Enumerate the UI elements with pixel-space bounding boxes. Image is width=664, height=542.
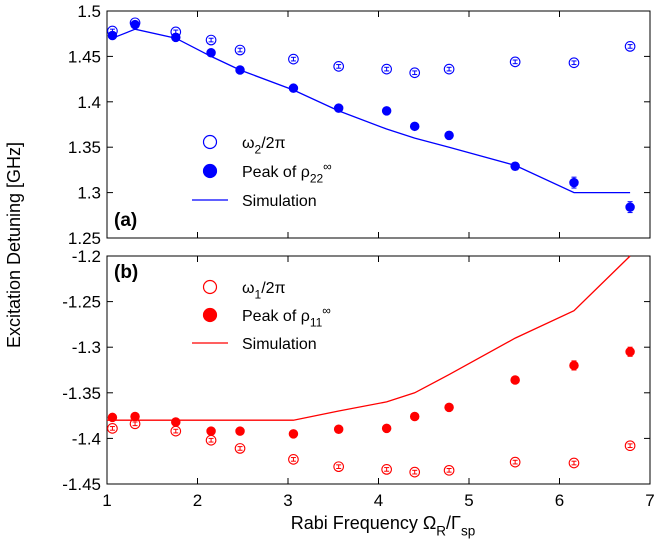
y-tick-label: 1.45 xyxy=(68,47,101,66)
x-tick-label: 1 xyxy=(102,491,111,510)
y-tick-label: -1.4 xyxy=(72,429,101,448)
data-point-open xyxy=(205,34,217,46)
data-point-filled xyxy=(569,177,579,188)
data-point-filled xyxy=(288,429,299,439)
label-part: 1 xyxy=(255,288,262,302)
data-point-open xyxy=(381,464,392,475)
data-point-open xyxy=(333,461,345,473)
label-part: Simulation xyxy=(242,193,317,210)
y-tick-label: 1.35 xyxy=(68,138,101,157)
data-point-open xyxy=(409,67,421,79)
data-point-filled xyxy=(409,121,420,132)
label-part: 11 xyxy=(310,316,323,330)
data-point-open xyxy=(288,454,299,465)
data-point-open xyxy=(509,456,521,468)
x-tick-label: 2 xyxy=(193,491,202,510)
label-part: Rabi Frequency Ω xyxy=(291,513,437,533)
x-tick-label: 5 xyxy=(464,491,473,510)
data-point-filled xyxy=(625,347,635,357)
data-point-filled xyxy=(409,411,420,422)
data-point-open xyxy=(443,464,455,476)
legend-marker-open xyxy=(202,279,218,295)
label-part: ω xyxy=(242,280,255,297)
legend-label: Peak of ρ22∞ xyxy=(242,160,332,186)
legend-label: ω1/2π xyxy=(242,280,286,302)
legend-label: ω2/2π xyxy=(242,135,286,157)
legend-marker-filled xyxy=(202,163,218,179)
y-tick-label: -1.45 xyxy=(62,475,101,494)
data-point-open xyxy=(381,63,392,75)
data-point-filled xyxy=(381,423,392,434)
data-point-filled xyxy=(171,417,181,427)
x-tick-label: 7 xyxy=(645,491,654,510)
y-tick-label: -1.2 xyxy=(72,247,101,266)
legend-label: Simulation xyxy=(242,193,317,210)
y-tick-label: -1.25 xyxy=(62,293,101,312)
data-point-filled xyxy=(444,402,454,413)
label-part: sp xyxy=(461,523,475,538)
data-point-filled xyxy=(444,130,454,141)
data-point-filled xyxy=(130,19,140,30)
data-point-open xyxy=(107,423,118,434)
data-point-filled xyxy=(569,360,579,371)
simulation-line xyxy=(107,255,631,421)
data-point-filled xyxy=(206,426,216,436)
data-point-filled xyxy=(381,106,392,116)
data-point-open xyxy=(234,44,246,56)
y-tick-label: 1.25 xyxy=(68,229,101,248)
data-point-filled xyxy=(107,30,118,41)
plot-frame xyxy=(106,255,651,485)
x-tick-label: 3 xyxy=(283,491,292,510)
y-tick-label: -1.35 xyxy=(62,384,101,403)
data-point-filled xyxy=(625,202,635,212)
data-point-filled xyxy=(107,412,118,423)
legend-label: Peak of ρ11∞ xyxy=(242,304,331,330)
data-point-filled xyxy=(130,411,140,422)
simulation-line xyxy=(112,28,631,194)
data-point-open xyxy=(409,466,421,478)
label-part: ∞ xyxy=(323,160,332,174)
y-tick-label: 1.4 xyxy=(77,93,101,112)
y-axis-label: Excitation Detuning [GHz] xyxy=(4,142,24,348)
label-part: R xyxy=(436,523,446,538)
data-point-filled xyxy=(333,424,344,435)
data-point-open xyxy=(288,53,299,65)
label-part: 2 xyxy=(255,143,262,157)
x-axis-label: Rabi Frequency ΩR/Γsp xyxy=(291,513,475,538)
legend-label: Simulation xyxy=(242,336,317,353)
panel-b: -1.45-1.4-1.35-1.3-1.25-1.21 2 3 4 5 6 7(b)ω1/… xyxy=(62,247,654,510)
panel-label: (a) xyxy=(114,210,137,231)
legend-marker-open xyxy=(202,134,218,150)
x-tick-label: 6 xyxy=(555,491,564,510)
label-part: Simulation xyxy=(242,336,317,353)
label-part: /2π xyxy=(261,135,285,152)
y-tick-label: 1.5 xyxy=(77,2,101,21)
legend-marker-filled xyxy=(202,307,218,323)
label-part: Peak of ρ xyxy=(242,308,310,325)
label-part: Peak of ρ xyxy=(242,164,310,181)
data-point-open xyxy=(568,457,580,469)
data-point-open xyxy=(443,63,455,75)
data-point-open xyxy=(624,41,636,52)
data-point-open xyxy=(568,57,580,69)
y-tick-label: 1.3 xyxy=(77,184,101,203)
label-part: /Γ xyxy=(446,513,461,533)
label-part: ω xyxy=(242,135,255,152)
data-point-open xyxy=(624,440,636,452)
data-point-filled xyxy=(510,375,520,385)
panel-label: (b) xyxy=(114,262,138,283)
y-tick-label: -1.3 xyxy=(72,338,101,357)
data-point-filled xyxy=(235,426,245,436)
label-part: /2π xyxy=(261,280,285,297)
data-point-open xyxy=(333,61,345,72)
data-point-open xyxy=(509,56,521,68)
x-tick-label: 4 xyxy=(374,491,383,510)
label-part: ∞ xyxy=(322,304,331,318)
label-part: 22 xyxy=(310,172,324,186)
data-point-open xyxy=(234,443,246,454)
